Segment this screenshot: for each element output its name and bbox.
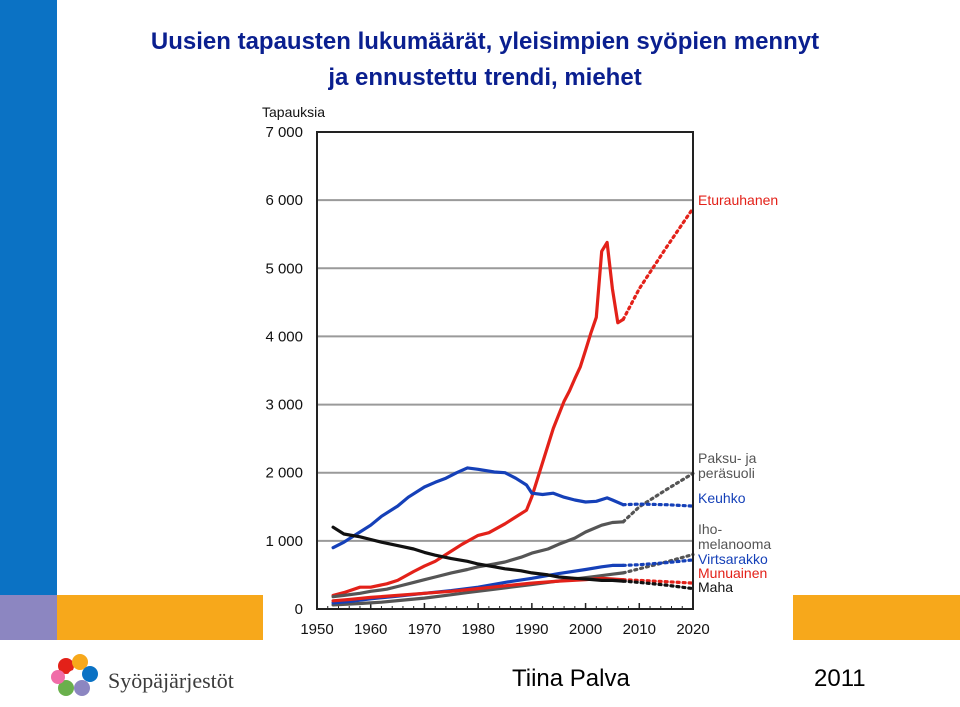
series-forecast-munuainen (621, 578, 695, 585)
series-forecast-paksu-ja-peräsuoli (621, 471, 695, 524)
orange-band-right (793, 595, 960, 640)
y-tick-label: 0 (295, 601, 303, 618)
series-line-eturauhanen (331, 240, 625, 598)
logo-center (68, 670, 80, 682)
logo-dot-green (58, 680, 74, 696)
footer-author: Tiina Palva (512, 665, 630, 692)
y-tick-label: 1 000 (265, 533, 303, 550)
series-label: Keuhko (698, 490, 746, 506)
left-blue-strip (0, 0, 57, 595)
series-label: Paksu- ja (698, 450, 757, 466)
x-tick-label: 1950 (300, 621, 333, 638)
y-tick-label: 5 000 (265, 260, 303, 277)
slide-title-line2: ja ennustettu trendi, miehet (328, 64, 642, 91)
slide-title: Uusien tapausten lukumäärät, yleisimpien… (60, 24, 910, 96)
series-line-keuhko (331, 466, 625, 550)
logo-dot-pink (51, 670, 65, 684)
y-tick-label: 6 000 (265, 192, 303, 209)
footer-year: 2011 (814, 665, 866, 692)
series-label: Virtsarakko (698, 551, 768, 567)
series-forecast-virtsarakko (621, 558, 695, 568)
series-label: melanooma (698, 536, 771, 552)
series-label: Iho- (698, 521, 722, 537)
series-label: Eturauhanen (698, 192, 778, 208)
series-forecast-eturauhanen (621, 206, 695, 321)
logo-dot-purple (74, 680, 90, 696)
logo-dot-orange (72, 654, 88, 670)
chart-series (331, 206, 695, 607)
x-tick-label: 1980 (461, 621, 494, 638)
series-line-ihomelanooma (331, 571, 625, 607)
left-purple-block (0, 595, 57, 640)
logo-dot-red (58, 658, 74, 674)
y-tick-label: 4 000 (265, 328, 303, 345)
series-label: peräsuoli (698, 465, 755, 481)
y-axis-label: Tapauksia (262, 104, 325, 120)
series-line-maha (331, 525, 625, 583)
logo-dot-blue (82, 666, 98, 682)
syopajarjestot-logo (51, 654, 98, 696)
series-line-paksu-ja-peräsuoli (331, 520, 625, 599)
series-line-munuainen (331, 576, 625, 603)
y-tick-label: 3 000 (265, 397, 303, 414)
x-tick-label: 2000 (569, 621, 602, 638)
chart-background (263, 100, 793, 640)
y-tick-label: 2 000 (265, 465, 303, 482)
x-tick-label: 1970 (408, 621, 441, 638)
logo-text: Syöpäjärjestöt (108, 668, 234, 693)
series-forecast-maha (621, 579, 695, 591)
series-forecast-keuhko (621, 502, 695, 508)
x-tick-label: 1990 (515, 621, 548, 638)
series-forecast-ihomelanooma (621, 552, 695, 575)
plot-frame (316, 131, 694, 610)
y-axis-ticks: 0 1 000 2 000 3 000 4 000 5 000 6 000 7 000 (265, 124, 303, 618)
x-tick-label: 2020 (676, 621, 709, 638)
orange-band-left (57, 595, 263, 640)
y-tick-label: 7 000 (265, 124, 303, 141)
x-tick-label: 2010 (623, 621, 656, 638)
slide-title-line1: Uusien tapausten lukumäärät, yleisimpien… (150, 28, 820, 55)
series-label: Maha (698, 579, 733, 595)
series-label: Munuainen (698, 565, 767, 581)
x-tick-label: 1960 (354, 621, 387, 638)
x-axis-ticks: 1950 1960 1970 1980 1990 2000 2010 2020 (300, 603, 710, 638)
